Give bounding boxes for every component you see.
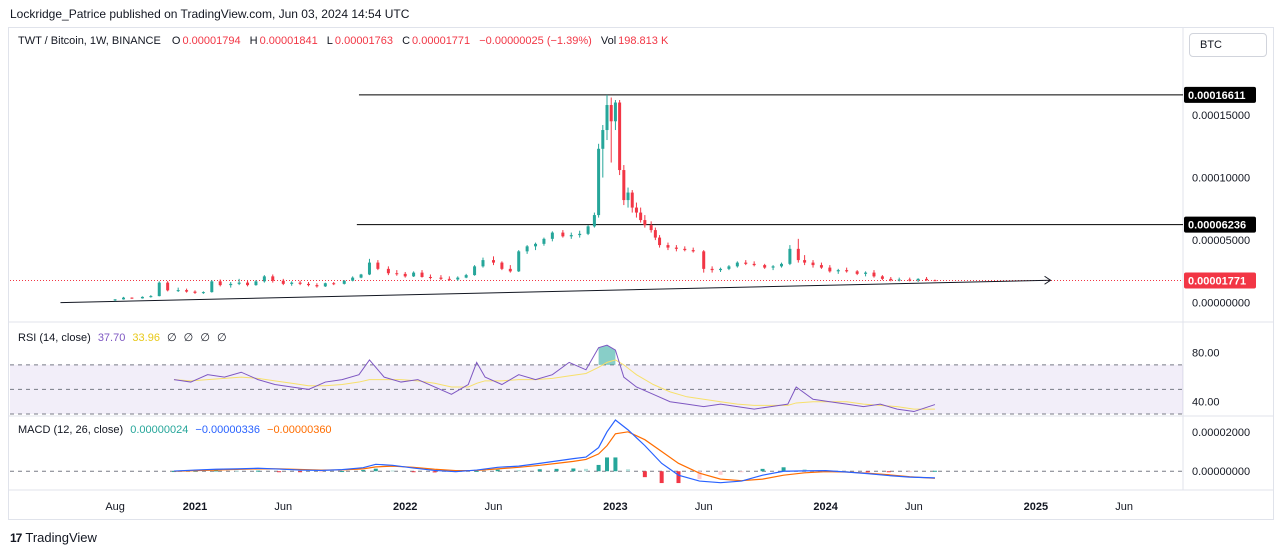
symbol-title: TWT / Bitcoin, 1W, BINANCE (18, 35, 161, 47)
rsi-ma-value: 33.96 (132, 332, 160, 344)
tradingview-logo: 17 (10, 530, 22, 545)
low-value: 0.00001763 (334, 35, 394, 47)
close-value: 0.00001771 (412, 35, 471, 47)
rsi-extra-2: ∅ (183, 332, 194, 344)
footer-brand: TradingView (25, 530, 97, 545)
volume-value: 198.813 K (618, 35, 669, 47)
macd-signal-value: −0.00000360 (267, 424, 332, 436)
symbol-legend: TWT / Bitcoin, 1W, BINANCE O 0.00001794 H… (18, 35, 670, 47)
rsi-legend: RSI (14, close) 37.70 33.96 ∅ ∅ ∅ ∅ (18, 331, 227, 344)
change-value: −0.00000025 (−1.39%) (479, 35, 592, 47)
macd-hist-value: 0.00000024 (130, 424, 189, 436)
open-value: 0.00001794 (182, 35, 241, 47)
high-value: 0.00001841 (259, 35, 318, 47)
low-label: L (326, 35, 333, 47)
rsi-extra-3: ∅ (200, 332, 210, 344)
close-label: C (402, 35, 411, 47)
rsi-label: RSI (14, close) (18, 332, 91, 344)
high-label: H (249, 35, 258, 47)
currency-button[interactable]: BTC (1189, 33, 1267, 57)
rsi-extra-4: ∅ (216, 332, 227, 344)
footer: 17 TradingView (10, 530, 97, 545)
volume-label: Vol (600, 35, 617, 47)
chart-frame (8, 27, 1274, 520)
publisher-line: Lockridge_Patrice published on TradingVi… (10, 7, 410, 21)
macd-legend: MACD (12, 26, close) 0.00000024 −0.00000… (18, 424, 332, 436)
rsi-extra-1: ∅ (167, 332, 177, 344)
open-label: O (171, 35, 181, 47)
rsi-value: 37.70 (97, 332, 126, 344)
macd-label: MACD (12, 26, close) (18, 424, 124, 436)
macd-line-value: −0.00000336 (195, 424, 260, 436)
